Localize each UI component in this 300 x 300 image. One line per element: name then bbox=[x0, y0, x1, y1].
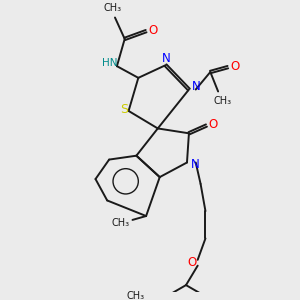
Text: N: N bbox=[191, 158, 200, 171]
Text: CH₃: CH₃ bbox=[127, 291, 145, 300]
Text: HN: HN bbox=[102, 58, 118, 68]
Text: O: O bbox=[230, 60, 239, 73]
Text: S: S bbox=[120, 103, 128, 116]
Text: O: O bbox=[187, 256, 196, 269]
Text: N: N bbox=[162, 52, 171, 65]
Text: CH₃: CH₃ bbox=[104, 3, 122, 13]
Text: N: N bbox=[192, 80, 201, 93]
Text: O: O bbox=[148, 24, 158, 37]
Text: CH₃: CH₃ bbox=[214, 96, 232, 106]
Text: O: O bbox=[208, 118, 218, 131]
Text: CH₃: CH₃ bbox=[112, 218, 130, 228]
